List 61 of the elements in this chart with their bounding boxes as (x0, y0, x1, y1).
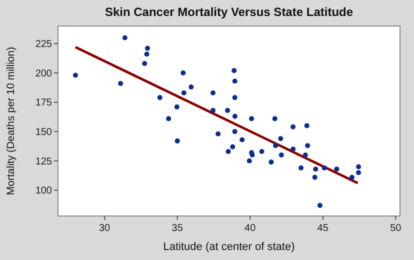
point (226, 148, 231, 154)
x-tick-label: 45 (317, 223, 329, 234)
point (225, 108, 230, 113)
point (142, 61, 148, 66)
x-tick-label: 35 (172, 223, 184, 234)
point (157, 95, 162, 100)
point (230, 144, 236, 150)
point (232, 78, 238, 84)
point (174, 104, 180, 110)
point (290, 124, 296, 130)
x-tick-label: 40 (244, 223, 256, 234)
point (216, 131, 221, 136)
point (249, 116, 254, 122)
y-tick-label: 125 (35, 156, 52, 168)
point (246, 158, 252, 164)
x-tick-label: 50 (390, 223, 402, 234)
point (122, 35, 128, 40)
point (278, 152, 284, 158)
point (166, 116, 172, 122)
x-axis-title: Latitude (at center of state) (163, 241, 295, 253)
point (334, 166, 340, 172)
y-tick-label: 175 (35, 98, 52, 109)
point (273, 143, 278, 148)
y-tick-label: 200 (35, 68, 52, 80)
point (144, 46, 150, 51)
point (356, 164, 362, 170)
point (298, 165, 304, 170)
point (268, 160, 274, 165)
point (240, 137, 245, 142)
chart-title: Skin Cancer Mortality Versus State Latitude (104, 5, 354, 19)
point (210, 90, 216, 96)
point (305, 143, 310, 148)
point (144, 52, 150, 57)
y-tick-label: 150 (35, 127, 52, 138)
point (210, 108, 216, 113)
point (232, 95, 238, 100)
y-tick-label: 100 (35, 186, 52, 197)
x-tick-label: 30 (99, 223, 111, 234)
point (304, 123, 310, 128)
point (232, 129, 238, 134)
point (181, 90, 186, 96)
point (232, 114, 238, 119)
point (180, 70, 186, 76)
point (278, 136, 284, 142)
y-tick-label: 225 (35, 39, 52, 50)
point (259, 148, 264, 154)
point (312, 174, 318, 180)
point (302, 152, 308, 158)
point (232, 68, 237, 74)
point (322, 165, 327, 170)
point (72, 72, 78, 78)
point (174, 138, 180, 144)
point (272, 116, 278, 122)
point (118, 80, 124, 86)
point (188, 84, 194, 90)
point (356, 170, 362, 176)
point (349, 174, 354, 180)
point (317, 202, 322, 208)
point (290, 146, 296, 152)
point (313, 166, 318, 172)
y-axis-title: Mortality (Deaths per 10 million) (5, 46, 17, 196)
